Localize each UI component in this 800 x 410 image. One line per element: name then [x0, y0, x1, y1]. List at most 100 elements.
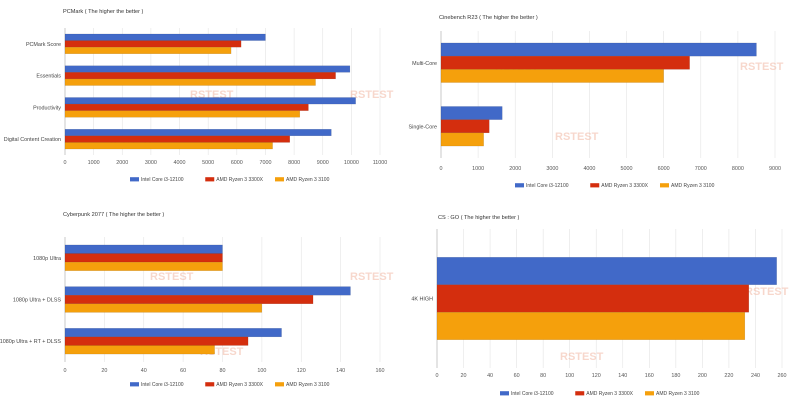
cyberpunk-x-tick-label: 140	[336, 368, 345, 374]
cyberpunk-x-tick-label: 0	[64, 368, 67, 374]
pcmark-bar	[64, 46, 232, 54]
pcmark-x-tick-label: 6000	[231, 160, 243, 166]
cyberpunk-x-tick-label: 40	[141, 368, 147, 374]
csgo-x-tick-label: 220	[724, 373, 733, 379]
cyberpunk-legend-swatch	[275, 382, 284, 387]
pcmark-bar	[64, 78, 316, 86]
cinebench-bar	[440, 69, 664, 83]
cinebench-x-tick-label: 7000	[695, 166, 707, 172]
watermark-logo: RSTEST	[350, 89, 394, 101]
cinebench-x-tick-label: 9000	[769, 166, 781, 172]
watermark-logo: RSTEST	[555, 131, 599, 143]
cyberpunk-legend-swatch	[130, 382, 139, 387]
pcmark-x-tick-label: 4000	[174, 160, 186, 166]
cinebench-x-tick-label: 0	[440, 166, 443, 172]
pcmark-x-tick-label: 3000	[145, 160, 157, 166]
pcmark-x-tick-label: 11000	[373, 160, 388, 166]
cinebench-bar	[440, 106, 503, 120]
cinebench-category-label: Single-Core	[409, 124, 437, 130]
cinebench-legend-swatch	[590, 183, 600, 188]
cyberpunk-x-tick-label: 20	[101, 368, 107, 374]
pcmark-category-label: Digital Content Creation	[4, 137, 61, 143]
csgo-x-tick-label: 200	[698, 373, 707, 379]
pcmark-legend-swatch	[130, 177, 139, 182]
watermark-logo: RSTEST	[745, 286, 789, 298]
pcmark-bar	[64, 65, 351, 73]
csgo-x-tick-label: 80	[540, 373, 546, 379]
pcmark-x-tick-label: 0	[64, 160, 67, 166]
cinebench-x-tick-label: 2000	[509, 166, 521, 172]
csgo-x-tick-label: 40	[487, 373, 493, 379]
cyberpunk-bar	[64, 303, 263, 313]
cinebench-legend-label: AMD Ryzen 3 3100	[671, 183, 715, 189]
cyberpunk-x-tick-label: 120	[297, 368, 306, 374]
cyberpunk-bar	[64, 336, 249, 346]
csgo-x-tick-label: 240	[751, 373, 760, 379]
csgo-x-tick-label: 0	[436, 373, 439, 379]
csgo-x-tick-label: 180	[671, 373, 680, 379]
cinebench-x-tick-label: 3000	[546, 166, 558, 172]
pcmark-category-label: Essentials	[36, 74, 61, 80]
pcmark-x-tick-label: 5000	[202, 160, 214, 166]
chart-panel-cyberpunk: Cyberpunk 2077 ( The higher the better )…	[0, 205, 400, 410]
cinebench-chart-title: Cinebench R23 ( The higher the better )	[439, 15, 538, 21]
pcmark-bar	[64, 33, 266, 41]
watermark-logo: RSTEST	[560, 351, 604, 363]
csgo-legend-swatch	[575, 391, 585, 396]
pcmark-x-tick-label: 2000	[116, 160, 128, 166]
cyberpunk-svg: Cyberpunk 2077 ( The higher the better )…	[0, 212, 394, 388]
csgo-svg: CS : GO ( The higher the better ) 0 20 40 60…	[411, 215, 789, 397]
csgo-legend-swatch	[645, 391, 654, 396]
pcmark-bar	[64, 103, 309, 111]
csgo-legend-label: Intel Core i3-12100	[511, 391, 554, 397]
cyberpunk-legend-label: Intel Core i3-12100	[141, 382, 184, 388]
cinebench-category-label: Multi-Core	[412, 61, 437, 67]
csgo-x-tick-label: 120	[592, 373, 601, 379]
csgo-bar	[436, 312, 746, 340]
cyberpunk-x-tick-label: 100	[257, 368, 266, 374]
csgo-x-tick-label: 20	[461, 373, 467, 379]
pcmark-legend-swatch	[275, 177, 284, 182]
csgo-legend-label: AMD Ryzen 3 3300X	[586, 391, 633, 397]
csgo-x-tick-label: 100	[565, 373, 574, 379]
cyberpunk-x-tick-label: 60	[180, 368, 186, 374]
pcmark-bar	[64, 40, 242, 48]
cinebench-legend-label: AMD Ryzen 3 3300X	[601, 183, 648, 189]
pcmark-legend-label: AMD Ryzen 3 3100	[286, 177, 330, 183]
cinebench-bar	[440, 132, 484, 147]
cyberpunk-bar	[64, 328, 282, 338]
csgo-category-label: 4K HIGH	[411, 297, 433, 303]
csgo-x-tick-label: 160	[645, 373, 654, 379]
cinebench-x-tick-label: 6000	[658, 166, 670, 172]
pcmark-bar	[64, 135, 290, 143]
csgo-legend-label: AMD Ryzen 3 3100	[656, 391, 700, 397]
pcmark-x-tick-label: 1000	[88, 160, 100, 166]
cinebench-x-tick-label: 4000	[583, 166, 595, 172]
cyberpunk-legend-label: AMD Ryzen 3 3300X	[216, 382, 263, 388]
cinebench-bar	[440, 42, 757, 57]
cinebench-x-tick-label: 1000	[472, 166, 484, 172]
csgo-x-tick-label: 140	[618, 373, 627, 379]
cyberpunk-bar	[64, 286, 351, 296]
cyberpunk-bar	[64, 294, 314, 304]
cyberpunk-category-label: 1080p Ultra + RT + DLSS	[0, 339, 61, 345]
csgo-x-tick-label: 260	[778, 373, 787, 379]
cyberpunk-category-label: 1080p Ultra + DLSS	[13, 298, 61, 304]
watermark-logo: RSTEST	[350, 271, 394, 283]
pcmark-legend-swatch	[205, 177, 215, 182]
cinebench-x-tick-label: 5000	[621, 166, 633, 172]
cinebench-bar	[440, 119, 490, 134]
pcmark-x-tick-label: 7000	[259, 160, 271, 166]
cinebench-legend-swatch	[660, 183, 669, 188]
watermark-logo: RSTEST	[740, 61, 784, 73]
csgo-x-tick-label: 60	[514, 373, 520, 379]
cyberpunk-bar	[64, 253, 223, 263]
chart-panel-csgo: CS : GO ( The higher the better ) 0 20 40 60…	[400, 205, 800, 410]
cinebench-svg: Cinebench R23 ( The higher the better ) 0…	[409, 15, 784, 189]
cinebench-bar	[440, 55, 690, 70]
cinebench-legend-swatch	[515, 183, 524, 188]
cyberpunk-x-tick-label: 160	[376, 368, 385, 374]
cyberpunk-legend-label: AMD Ryzen 3 3100	[286, 382, 330, 388]
pcmark-category-label: PCMark Score	[26, 42, 61, 48]
pcmark-legend-label: AMD Ryzen 3 3300X	[216, 177, 263, 183]
